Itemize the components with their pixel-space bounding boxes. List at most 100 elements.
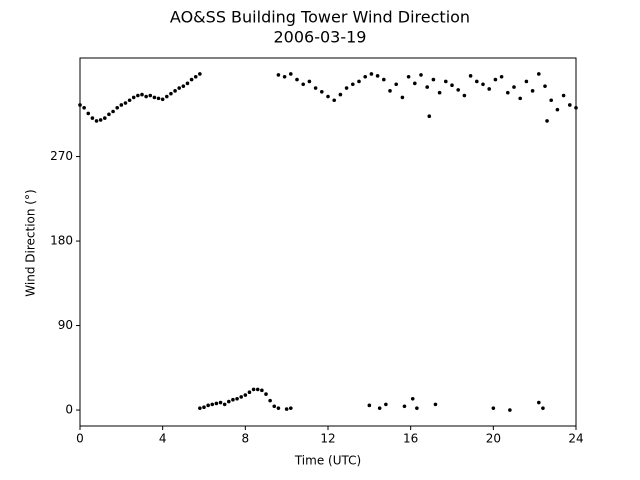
- data-point: [481, 82, 485, 87]
- data-point: [94, 119, 99, 123]
- data-point: [574, 105, 578, 110]
- data-point: [136, 93, 140, 98]
- data-point: [508, 408, 512, 412]
- data-point: [415, 406, 419, 410]
- data-point: [276, 73, 281, 77]
- data-point: [173, 89, 177, 93]
- x-tick-label: 16: [403, 432, 418, 446]
- data-point: [377, 406, 382, 410]
- data-point: [499, 74, 504, 79]
- data-point: [388, 89, 392, 93]
- data-point: [289, 72, 293, 76]
- data-point: [425, 85, 430, 89]
- data-point: [127, 98, 132, 103]
- data-point: [169, 91, 173, 96]
- data-point: [475, 79, 479, 84]
- data-point: [530, 89, 535, 93]
- data-point: [78, 103, 82, 107]
- data-point: [268, 398, 272, 403]
- data-point: [369, 72, 374, 76]
- data-point: [493, 77, 498, 82]
- data-point: [487, 87, 492, 91]
- data-point: [239, 395, 243, 399]
- data-point: [156, 96, 161, 101]
- data-point: [289, 406, 293, 410]
- data-point: [555, 107, 560, 112]
- x-tick-label: 4: [159, 432, 167, 446]
- data-point: [251, 387, 256, 392]
- data-point: [413, 81, 417, 86]
- data-point: [115, 105, 119, 110]
- data-point: [255, 387, 260, 392]
- data-point: [152, 95, 157, 100]
- y-axis-label: Wind Direction (°): [24, 189, 38, 296]
- data-point: [433, 402, 438, 407]
- data-point: [181, 84, 186, 88]
- data-point: [189, 77, 194, 82]
- data-point: [165, 94, 169, 99]
- data-point: [410, 396, 415, 401]
- data-point: [384, 402, 388, 407]
- data-point: [185, 81, 190, 86]
- data-point: [214, 401, 219, 406]
- y-tick-label: 0: [65, 403, 73, 417]
- data-point: [326, 94, 330, 99]
- data-point: [144, 94, 148, 99]
- data-point: [295, 77, 299, 82]
- data-point: [111, 109, 115, 114]
- data-point: [282, 74, 287, 79]
- data-point: [210, 402, 215, 407]
- data-point: [402, 404, 407, 409]
- data-point: [427, 114, 432, 119]
- data-point: [344, 86, 349, 90]
- data-point: [351, 82, 355, 87]
- data-point: [400, 95, 405, 100]
- data-point: [301, 82, 306, 87]
- data-point: [541, 406, 545, 410]
- data-point: [86, 111, 91, 116]
- x-tick-label: 12: [320, 432, 335, 446]
- data-point: [431, 77, 436, 82]
- data-point: [90, 116, 95, 120]
- data-point: [148, 93, 153, 98]
- data-point: [468, 74, 473, 78]
- data-point: [375, 74, 380, 78]
- data-point: [491, 406, 496, 410]
- data-point: [193, 74, 198, 79]
- data-point: [367, 403, 372, 408]
- data-point: [382, 77, 386, 82]
- data-point: [107, 112, 111, 117]
- data-point: [338, 92, 343, 97]
- data-point: [206, 403, 210, 408]
- data-point: [313, 86, 318, 90]
- data-point: [260, 388, 264, 393]
- data-point: [561, 93, 566, 98]
- data-point: [160, 97, 165, 102]
- data-point: [119, 103, 124, 107]
- data-point: [444, 79, 448, 84]
- data-point: [524, 79, 529, 84]
- data-point: [549, 98, 553, 103]
- data-point: [437, 90, 442, 95]
- data-point: [363, 74, 368, 79]
- data-point: [231, 397, 235, 402]
- data-point: [227, 399, 231, 404]
- x-tick-label: 20: [486, 432, 501, 446]
- data-point: [537, 72, 541, 76]
- data-point: [456, 88, 461, 92]
- chart-subtitle: 2006-03-19: [274, 28, 367, 47]
- x-tick-label: 0: [76, 432, 84, 446]
- data-point: [419, 73, 423, 77]
- data-point: [512, 85, 516, 89]
- data-point: [243, 393, 248, 397]
- data-point: [131, 95, 136, 100]
- y-tick-label: 90: [58, 318, 73, 332]
- data-point: [235, 396, 239, 401]
- data-point: [276, 406, 281, 410]
- data-point: [247, 390, 252, 395]
- data-point: [218, 400, 223, 405]
- data-point: [177, 86, 181, 90]
- x-axis-label: Time (UTC): [294, 454, 361, 468]
- x-tick-label: 8: [242, 432, 250, 446]
